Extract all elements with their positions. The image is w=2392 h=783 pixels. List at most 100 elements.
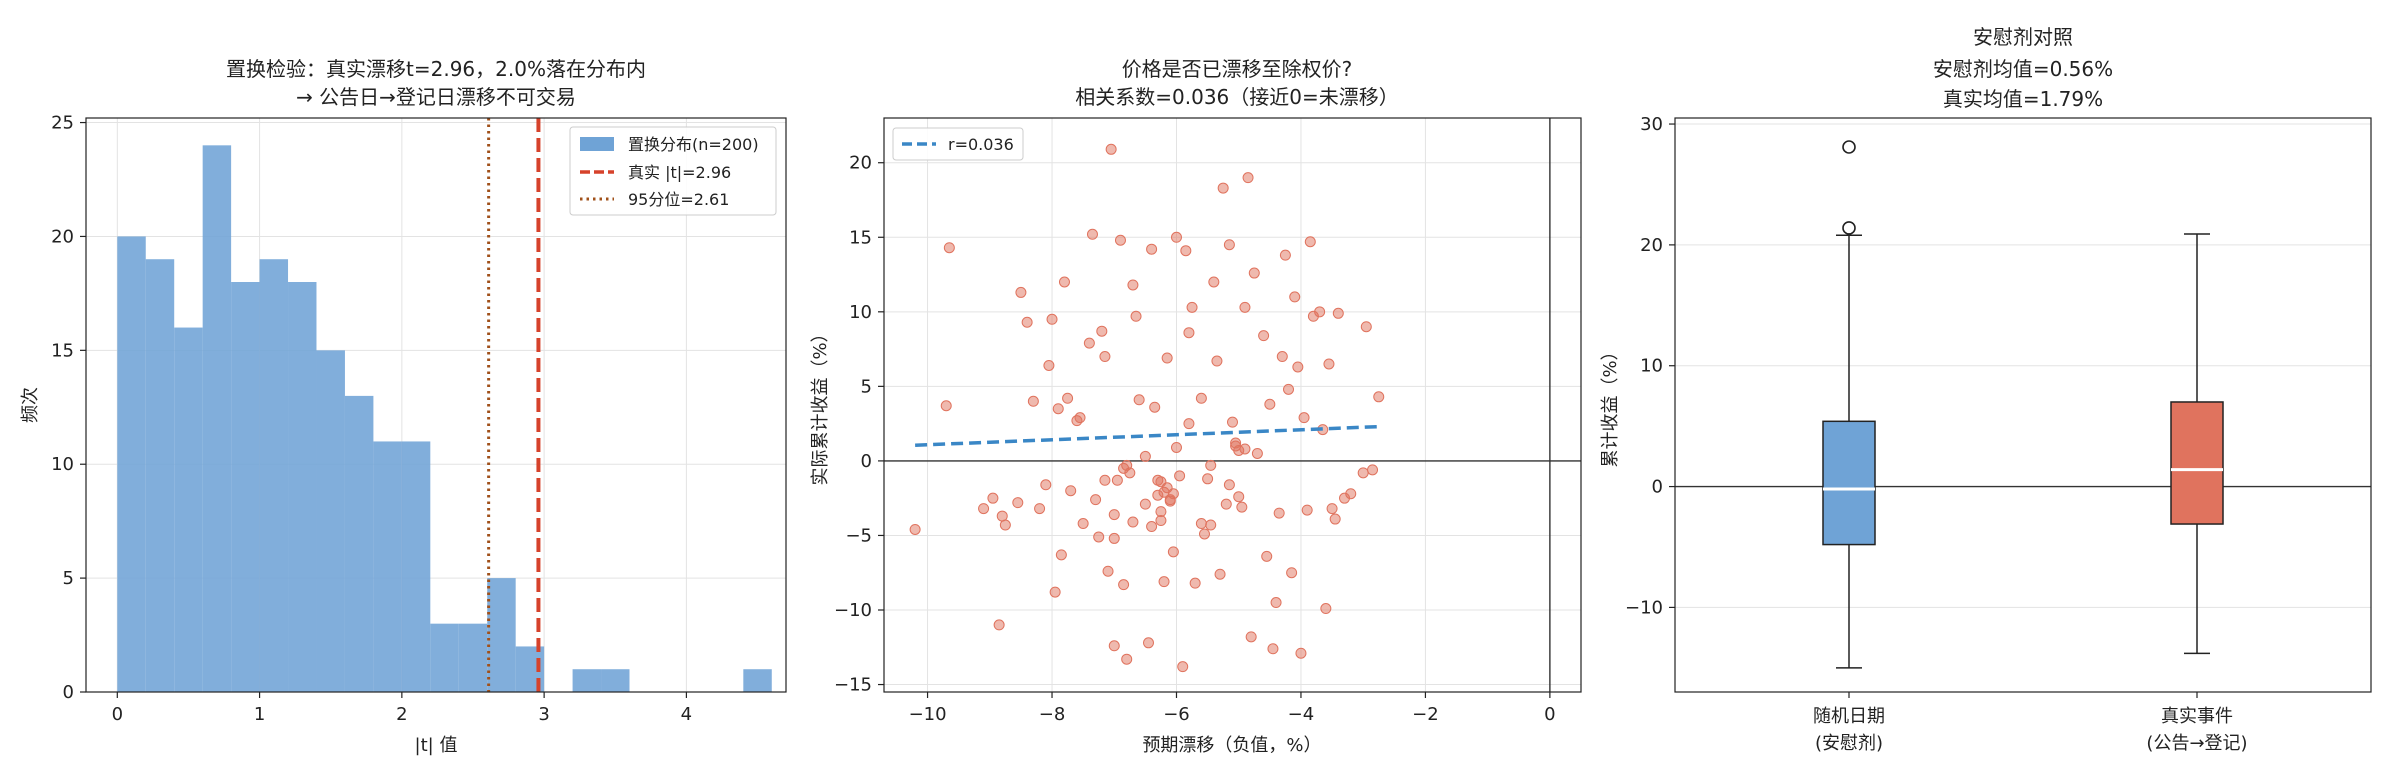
scatter-point bbox=[1326, 503, 1338, 515]
scatter-point bbox=[1049, 586, 1061, 598]
hist-bar bbox=[743, 669, 772, 692]
scatter-point bbox=[1086, 228, 1098, 240]
scatter-point bbox=[1152, 489, 1164, 501]
trend-line bbox=[915, 424, 1379, 448]
scatter-point bbox=[1167, 546, 1179, 558]
box-iqr bbox=[1822, 420, 1876, 546]
scatter-point bbox=[999, 519, 1011, 531]
scatter-point bbox=[1323, 358, 1335, 370]
hist-bar bbox=[401, 441, 431, 692]
hist-bar bbox=[259, 259, 289, 692]
scatter-point bbox=[1270, 597, 1282, 609]
scatter-point bbox=[1329, 513, 1341, 525]
scatter-point bbox=[1208, 276, 1220, 288]
scatter-point bbox=[1198, 528, 1210, 540]
box-ytick-label: 30 bbox=[1640, 114, 1663, 135]
hist-axes-frame bbox=[85, 117, 787, 693]
hist-ytick-label: 0 bbox=[63, 682, 74, 703]
scatter-point bbox=[1279, 249, 1291, 261]
scatter-point bbox=[1301, 504, 1313, 516]
box-outlier bbox=[1842, 140, 1856, 154]
hist-ytick-label: 25 bbox=[51, 113, 74, 134]
scatter-point bbox=[1289, 291, 1301, 303]
hist-bar bbox=[145, 259, 175, 692]
scatter-xtick-label: −6 bbox=[1163, 704, 1190, 725]
scatter-point bbox=[1264, 398, 1276, 410]
scatter-point bbox=[1111, 474, 1123, 486]
scatter-ytick-label: −5 bbox=[845, 525, 872, 546]
scatter-point bbox=[1248, 267, 1260, 279]
hist-bar bbox=[174, 327, 203, 692]
scatter-point bbox=[1373, 391, 1385, 403]
scatter-point bbox=[1332, 307, 1344, 319]
scatter-point bbox=[1174, 470, 1186, 482]
boxplot-panel: 安慰剂对照 安慰剂均值=0.56% 真实均值=1.79% −10 0 10 20 30 随… bbox=[1600, 25, 2372, 754]
scatter-ytick-label: 15 bbox=[849, 227, 872, 248]
hist-bar bbox=[572, 669, 602, 692]
hist-bar bbox=[487, 578, 516, 692]
hist-xtick-label: 0 bbox=[112, 704, 123, 725]
scatter-point bbox=[1055, 549, 1067, 561]
scatter-point bbox=[1236, 501, 1248, 513]
scatter-point bbox=[1320, 603, 1332, 615]
hist-bar bbox=[231, 282, 260, 692]
scatter-point bbox=[1090, 494, 1102, 506]
scatter-point bbox=[1195, 518, 1207, 530]
scatter-point bbox=[1139, 450, 1151, 462]
scatter-axes-frame bbox=[883, 117, 1582, 693]
box-subtitle2: 真实均值=1.79% bbox=[1943, 87, 2103, 111]
box-iqr bbox=[2170, 401, 2224, 525]
scatter-point bbox=[1161, 352, 1173, 364]
scatter-point bbox=[1167, 488, 1179, 500]
hist-bar bbox=[202, 145, 232, 693]
scatter-point bbox=[1286, 567, 1298, 579]
scatter-point bbox=[1205, 459, 1217, 471]
scatter-point bbox=[1102, 565, 1114, 577]
scatter-point bbox=[943, 242, 955, 254]
box-subtitle: 安慰剂均值=0.56% bbox=[1933, 57, 2113, 81]
hist-legend: 置换分布(n=200) 真实 |t|=2.96 95分位=2.61 bbox=[569, 126, 777, 216]
scatter-point bbox=[1242, 172, 1254, 184]
scatter-point bbox=[978, 503, 990, 515]
scatter-point bbox=[1345, 488, 1357, 500]
scatter-point bbox=[1015, 286, 1027, 298]
scatter-point bbox=[1121, 653, 1133, 665]
scatter-point bbox=[1058, 276, 1070, 288]
hist-bar bbox=[458, 623, 488, 692]
scatter-point bbox=[1223, 479, 1235, 491]
box-xtick-label-line1: 随机日期 bbox=[1813, 706, 1885, 727]
scatter-point bbox=[1114, 234, 1126, 246]
scatter-legend: r=0.036 bbox=[892, 127, 1024, 161]
hist-title: 置换检验：真实漂移t=2.96，2.0%落在分布内 bbox=[226, 57, 646, 81]
scatter-point bbox=[1074, 412, 1086, 424]
scatter-point bbox=[1139, 498, 1151, 510]
box-ytick-label: 20 bbox=[1640, 235, 1663, 256]
scatter-point bbox=[1276, 351, 1288, 363]
hist-bar bbox=[288, 282, 317, 692]
hist-xtick-label: 4 bbox=[681, 704, 692, 725]
box-xtick-label-line2: (公告→登记) bbox=[2146, 733, 2247, 754]
scatter-xtick-label: −2 bbox=[1412, 704, 1439, 725]
scatter-point bbox=[1021, 316, 1033, 328]
scatter-ytick-label: −15 bbox=[834, 675, 872, 696]
scatter-point bbox=[1295, 647, 1307, 659]
scatter-ytick-label: 0 bbox=[861, 451, 872, 472]
scatter-point bbox=[1180, 245, 1192, 257]
hist-ytick-label: 20 bbox=[51, 226, 74, 247]
hist-ylabel: 频次 bbox=[20, 387, 41, 423]
hist-xtick-label: 1 bbox=[254, 704, 265, 725]
box-xtick-label-line2: (安慰剂) bbox=[1815, 733, 1883, 754]
scatter-point bbox=[1357, 467, 1369, 479]
hist-xtick-label: 3 bbox=[538, 704, 549, 725]
scatter-panel: 价格是否已漂移至除权价? 相关系数=0.036（接近0=未漂移） −10 −8 −6… bbox=[810, 57, 1582, 756]
scatter-point bbox=[1096, 325, 1108, 337]
scatter-point bbox=[1217, 182, 1229, 194]
scatter-xtick-label: −10 bbox=[909, 704, 947, 725]
scatter-xtick-label: 0 bbox=[1544, 704, 1555, 725]
scatter-point bbox=[1105, 143, 1117, 155]
scatter-point bbox=[987, 492, 999, 504]
scatter-point bbox=[1251, 447, 1263, 459]
scatter-ytick-label: 10 bbox=[849, 302, 872, 323]
hist-xtick-label: 2 bbox=[396, 704, 407, 725]
scatter-point bbox=[1233, 491, 1245, 503]
